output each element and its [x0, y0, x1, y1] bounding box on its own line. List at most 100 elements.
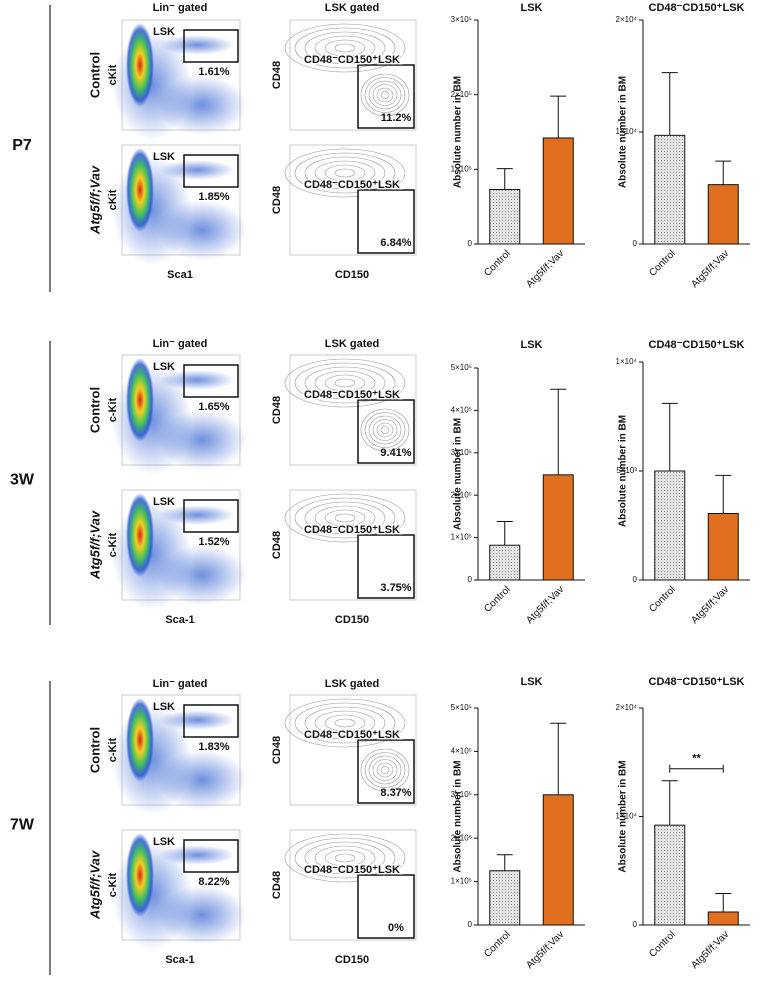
- panel-label: P7: [12, 137, 32, 154]
- plot-frame: [289, 19, 417, 131]
- density: [159, 160, 235, 180]
- gate-percent: 8.22%: [198, 876, 229, 888]
- y-tick-label: 1×10⁵: [451, 877, 472, 886]
- contour-plot: [284, 19, 417, 131]
- y-tick-label: 2×10⁵: [451, 490, 472, 499]
- contour: [304, 501, 386, 535]
- contour: [372, 759, 398, 781]
- sample-label: Control: [87, 727, 102, 773]
- contour: [360, 408, 410, 452]
- y-axis-label: CD48: [271, 736, 283, 764]
- density: [159, 35, 235, 55]
- contour: [294, 702, 396, 744]
- density: [126, 148, 154, 232]
- contour: [368, 755, 402, 785]
- contour: [334, 718, 356, 728]
- x-tick-label: Control: [482, 248, 513, 279]
- x-tick-label: Atg5f/f;Vav: [689, 248, 731, 290]
- contour: [294, 837, 396, 879]
- density: [126, 698, 154, 782]
- contour: [284, 23, 406, 73]
- plot-frame: [289, 354, 417, 466]
- contour: [368, 415, 402, 445]
- error-bar: [550, 722, 567, 795]
- contour: [334, 853, 356, 863]
- gate-percent: 8.37%: [380, 787, 411, 799]
- gate-label: LSK: [153, 361, 175, 373]
- gate: [357, 874, 415, 939]
- contour: [294, 27, 396, 69]
- dot-plot: [112, 489, 247, 610]
- gate-label: LSK: [153, 496, 175, 508]
- gate-percent: 6.84%: [380, 237, 411, 249]
- contour: [284, 698, 406, 748]
- error-bar: [715, 893, 732, 912]
- y-axis-title: Absolute number in BM: [618, 415, 629, 527]
- x-tick-label: Atg5f/f;Vav: [689, 584, 731, 626]
- y-tick-label: 1×10⁵: [451, 533, 472, 542]
- y-tick-label: 4×10⁵: [451, 406, 472, 415]
- density: [159, 370, 235, 390]
- contour-plot: [284, 489, 417, 601]
- contour: [376, 422, 394, 438]
- contour: [314, 370, 376, 396]
- error-bar: [661, 780, 678, 826]
- gate: [357, 64, 415, 129]
- dot-plot: [112, 354, 247, 475]
- contour: [314, 505, 376, 531]
- contour: [334, 43, 356, 53]
- y-tick-label: 2×10⁵: [451, 833, 472, 842]
- contour: [314, 35, 376, 61]
- y-tick-label: 3×10⁵: [451, 15, 472, 24]
- gate: [357, 739, 415, 804]
- gate-header: Lin⁻ gated: [153, 678, 208, 690]
- y-tick-label: 0: [633, 575, 638, 584]
- contour: [380, 426, 390, 434]
- contour: [284, 148, 406, 198]
- y-tick-label: 0: [633, 239, 638, 248]
- x-tick-label: Atg5f/f;Vav: [524, 584, 566, 626]
- y-tick-label: 2×10⁴: [616, 15, 638, 24]
- contour: [380, 91, 390, 99]
- contour: [324, 509, 366, 527]
- contour: [284, 833, 406, 883]
- gate-percent: 3.75%: [380, 582, 411, 594]
- error-bar: [496, 168, 513, 190]
- contour: [294, 362, 396, 404]
- contour: [314, 160, 376, 186]
- gate-header: LSK gated: [325, 338, 379, 350]
- contour-plot: [284, 829, 417, 941]
- bar-texture: [489, 545, 520, 580]
- bar: [707, 911, 739, 926]
- density: [157, 410, 247, 470]
- gate-percent: 11.2%: [381, 112, 412, 124]
- contour: [364, 77, 406, 113]
- contour: [304, 841, 386, 875]
- contour: [324, 39, 366, 57]
- contour: [294, 497, 396, 539]
- y-tick-label: 1×10⁴: [616, 812, 638, 821]
- gate-header: LSK gated: [325, 2, 379, 14]
- contour: [324, 714, 366, 732]
- bar-texture: [654, 471, 685, 580]
- x-axis-label: CD150: [335, 269, 369, 281]
- gate-percent: 9.41%: [380, 447, 411, 459]
- density: [159, 505, 235, 525]
- x-axis-label: CD150: [335, 614, 369, 626]
- contour: [380, 766, 390, 774]
- sample-label: Control: [87, 387, 102, 433]
- error-bar: [496, 520, 513, 546]
- bar: [542, 794, 574, 926]
- density: [157, 200, 247, 260]
- error-bar: [550, 388, 567, 475]
- contour: [364, 752, 406, 788]
- gate: [183, 29, 239, 63]
- y-tick-label: 1×10⁴: [616, 127, 638, 136]
- chart-title: CD48⁻CD150⁺LSK: [649, 676, 745, 688]
- gate-label: CD48⁻CD150⁺LSK: [304, 864, 400, 876]
- error-bar: [496, 854, 513, 871]
- contour: [324, 164, 366, 182]
- density: [126, 23, 154, 107]
- gate-label: CD48⁻CD150⁺LSK: [304, 179, 400, 191]
